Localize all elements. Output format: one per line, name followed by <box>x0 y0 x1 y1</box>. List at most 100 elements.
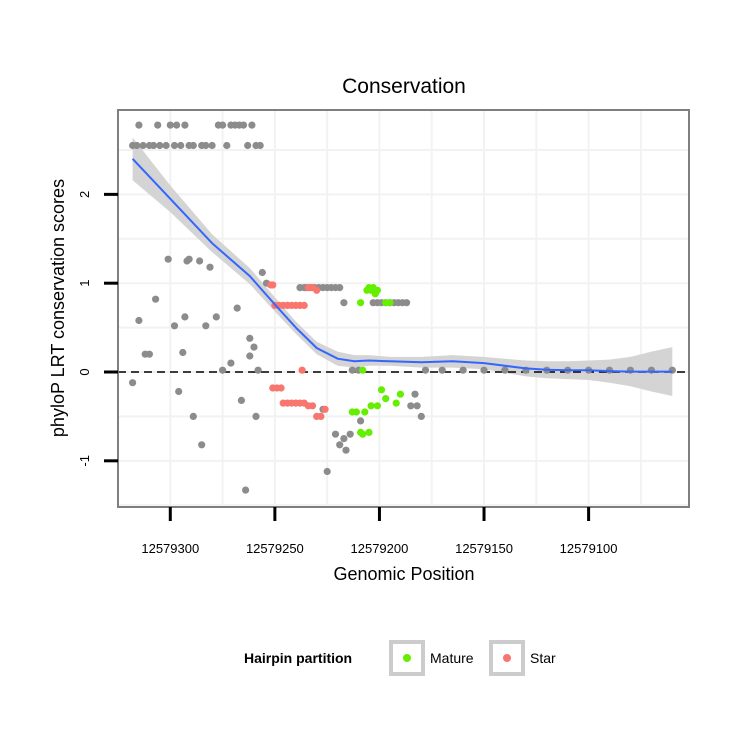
point-other <box>403 299 411 307</box>
point-other <box>407 402 415 410</box>
y-tick-label: 1 <box>77 280 92 287</box>
point-other <box>668 366 676 374</box>
point-other <box>179 348 187 357</box>
point-other <box>181 313 189 321</box>
point-other <box>348 366 356 374</box>
legend: Hairpin partition Mature Star <box>244 640 556 676</box>
point-other <box>242 486 250 494</box>
point-other <box>626 366 635 374</box>
plot-panel-border <box>117 109 690 508</box>
legend-label-star: Star <box>530 650 556 666</box>
point-mature <box>377 386 386 394</box>
point-other <box>340 435 348 443</box>
y-tick-label: 0 <box>77 368 92 375</box>
point-star <box>308 402 317 410</box>
point-other <box>152 295 160 303</box>
point-other <box>202 322 210 330</box>
point-other <box>256 141 264 150</box>
point-mature <box>392 399 400 407</box>
legend-point-star <box>503 654 511 662</box>
point-other <box>254 366 262 374</box>
point-other <box>198 441 206 449</box>
x-axis: 12579300 12579250 12579200 12579150 12579100 <box>141 507 618 556</box>
point-other <box>154 121 162 129</box>
point-other <box>237 396 245 404</box>
point-other <box>133 141 141 150</box>
point-other <box>357 417 365 425</box>
point-other <box>206 263 214 271</box>
scatter-points <box>129 121 676 494</box>
point-other <box>170 322 179 330</box>
point-other <box>219 121 227 129</box>
point-other <box>170 141 179 150</box>
point-mature <box>359 430 367 438</box>
legend-label-mature: Mature <box>430 650 474 666</box>
point-other <box>162 141 170 150</box>
point-other <box>212 313 220 321</box>
point-star <box>277 384 285 392</box>
point-mature <box>396 390 404 398</box>
point-mature <box>367 402 375 410</box>
point-other <box>647 366 656 374</box>
legend-point-mature <box>403 654 411 662</box>
point-other <box>336 441 344 449</box>
point-other <box>208 141 216 150</box>
point-other <box>346 430 354 438</box>
point-other <box>323 467 331 476</box>
x-tick-label: 12579200 <box>351 541 409 556</box>
point-other <box>189 141 197 150</box>
point-star <box>300 301 308 309</box>
point-other <box>411 390 419 398</box>
y-tick-label: 2 <box>77 191 92 198</box>
point-other <box>252 412 260 420</box>
point-mature <box>352 408 360 416</box>
point-other <box>196 257 204 265</box>
point-other <box>181 121 189 129</box>
smooth-trend-layer <box>131 158 673 373</box>
point-other <box>185 255 193 263</box>
legend-title: Hairpin partition <box>244 650 352 666</box>
point-other <box>417 412 425 420</box>
point-mature <box>361 408 369 416</box>
point-other <box>189 412 197 420</box>
point-mature <box>359 366 367 374</box>
x-tick-label: 12579300 <box>141 541 199 556</box>
y-axis: -1 0 1 2 <box>77 191 118 467</box>
point-other <box>150 141 158 150</box>
point-star <box>298 366 306 374</box>
point-other <box>438 366 446 374</box>
point-other <box>202 141 210 150</box>
point-other <box>164 255 172 263</box>
point-other <box>233 304 241 312</box>
point-other <box>501 366 509 374</box>
y-tick-label: -1 <box>77 455 92 467</box>
point-other <box>459 366 467 374</box>
point-other <box>166 121 174 129</box>
point-other <box>413 402 421 410</box>
x-tick-label: 12579250 <box>246 541 304 556</box>
smooth-trend-line <box>131 158 673 373</box>
x-tick-label: 12579150 <box>455 541 513 556</box>
point-other <box>129 379 137 387</box>
point-other <box>139 141 147 150</box>
point-other <box>248 121 256 129</box>
point-other <box>480 366 488 374</box>
x-tick-label: 12579100 <box>560 541 618 556</box>
point-other <box>223 141 231 150</box>
point-other <box>342 446 350 454</box>
point-other <box>246 334 254 342</box>
point-other <box>258 268 266 277</box>
point-other <box>239 121 248 129</box>
point-mature <box>373 286 381 294</box>
point-other <box>135 316 143 325</box>
point-star <box>321 405 329 413</box>
point-other <box>173 121 181 129</box>
point-star <box>317 412 325 420</box>
point-other <box>175 387 183 396</box>
point-mature <box>382 395 390 403</box>
point-other <box>244 141 252 150</box>
y-axis-label: phyloP LRT conservation scores <box>48 179 68 437</box>
point-other <box>145 350 153 358</box>
point-other <box>250 343 258 351</box>
